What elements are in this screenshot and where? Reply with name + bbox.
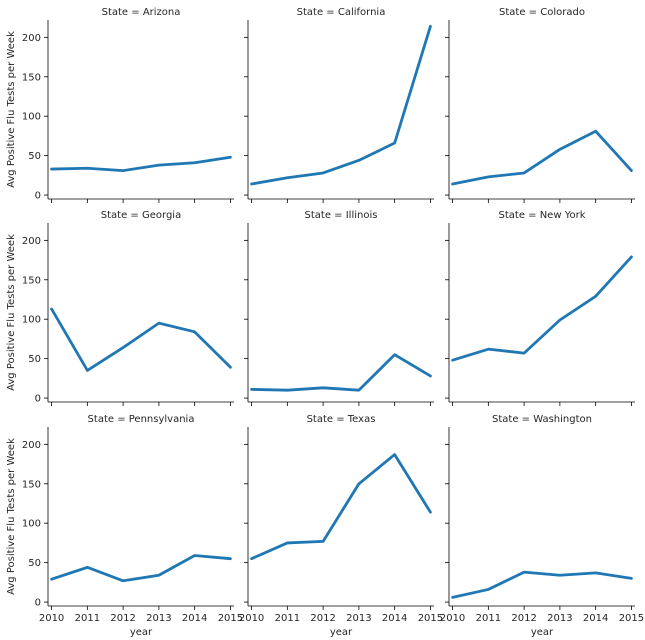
x-axis-label: year [130,627,153,638]
x-tick-label: 2014 [583,613,608,624]
series-line-new-york [451,255,633,362]
series-line-california [250,24,432,186]
series-line-arizona [50,155,232,173]
facet-title-illinois: State = Illinois [305,210,378,221]
y-axis-label: Avg Positive Flu Tests per Week [6,31,17,188]
y-tick-label: 0 [35,394,41,405]
x-tick-label: 2010 [39,613,64,624]
y-tick-label: 200 [22,440,41,451]
x-tick-label: 2013 [547,613,572,624]
y-axis-label: Avg Positive Flu Tests per Week [6,438,17,595]
x-tick-label: 2014 [182,613,207,624]
series-line-pennsylvania [50,554,232,583]
x-tick-label: 2011 [75,613,100,624]
facet-title-texas: State = Texas [307,414,376,425]
y-tick-label: 100 [22,315,41,326]
x-tick-label: 2011 [275,613,300,624]
facet-title-new-york: State = New York [499,210,586,221]
facet-title-california: State = California [297,7,386,18]
y-axis-label: Avg Positive Flu Tests per Week [6,234,17,391]
y-tick-label: 0 [35,191,41,202]
series-line-washington [451,570,633,599]
x-tick-label: 2015 [218,613,243,624]
series-line-colorado [451,129,633,186]
x-tick-label: 2010 [440,613,465,624]
x-tick-label: 2013 [146,613,171,624]
y-tick-label: 100 [22,112,41,123]
y-tick-label: 50 [28,558,41,569]
y-tick-label: 150 [22,72,41,83]
series-line-georgia [50,307,232,372]
y-tick-label: 200 [22,33,41,44]
x-tick-label: 2010 [239,613,264,624]
facet-title-arizona: State = Arizona [102,7,181,18]
x-tick-label: 2012 [511,613,536,624]
y-tick-label: 100 [22,519,41,530]
x-axis-label: year [531,627,554,638]
x-tick-label: 2013 [346,613,371,624]
x-tick-label: 2015 [418,613,443,624]
x-tick-label: 2012 [310,613,335,624]
y-tick-label: 150 [22,275,41,286]
series-line-texas [250,453,432,561]
series-line-illinois [250,353,432,392]
x-tick-label: 2011 [476,613,501,624]
facet-title-colorado: State = Colorado [499,7,585,18]
facet-title-georgia: State = Georgia [101,210,181,221]
x-tick-label: 2014 [382,613,407,624]
y-tick-label: 200 [22,236,41,247]
x-tick-label: 2012 [110,613,135,624]
x-tick-label: 2015 [619,613,644,624]
y-tick-label: 150 [22,479,41,490]
facet-title-washington: State = Washington [492,414,592,425]
y-tick-label: 50 [28,151,41,162]
x-axis-label: year [330,627,353,638]
y-tick-label: 0 [35,598,41,609]
y-tick-label: 50 [28,354,41,365]
facet-title-pennsylvania: State = Pennsylvania [88,414,195,425]
